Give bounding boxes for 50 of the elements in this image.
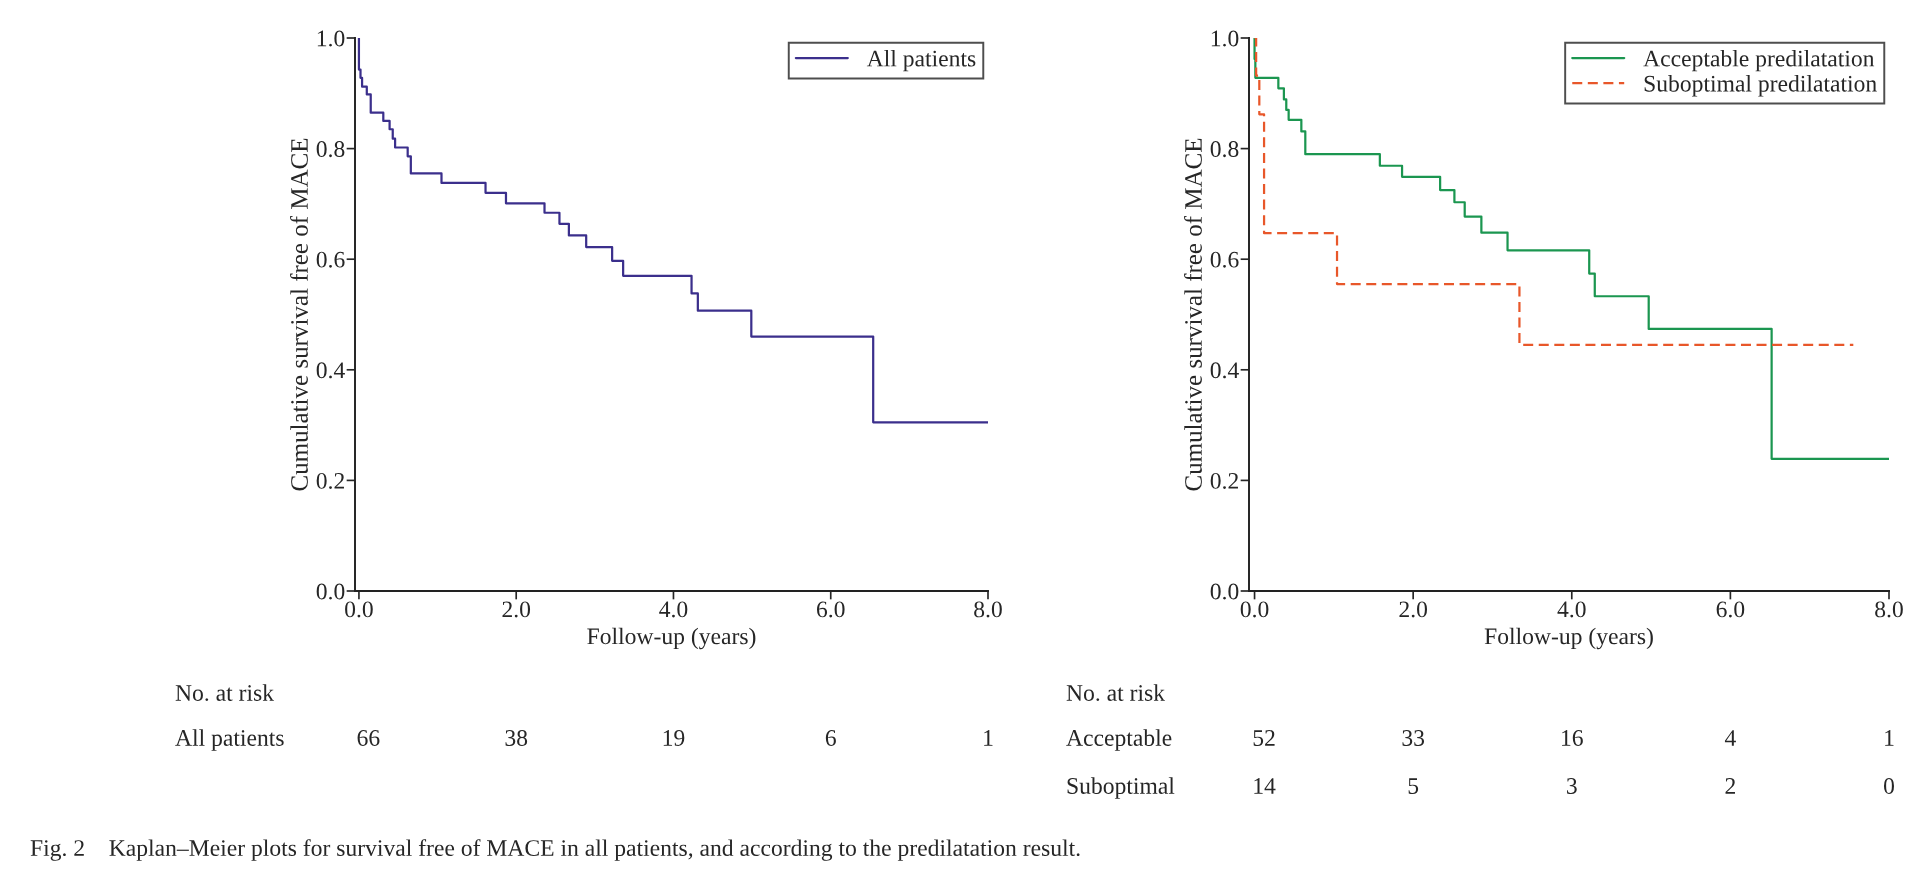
text: 66 [357,730,380,746]
text: 3 [1567,778,1577,794]
text: Acceptable [1066,729,1172,751]
text: 14 [1254,778,1276,794]
y-tick-label: 0.6 [1210,251,1239,268]
y-tick-label: 0.0 [1210,583,1239,600]
x-tick-label: 6.0 [1716,601,1745,618]
x-tick-label: 0.0 [345,601,373,618]
text: 52 [1253,730,1275,746]
text: No. at risk [1066,684,1166,702]
y-axis-title: Cumulative survival free of MACE [1184,138,1202,491]
y-tick-label: 0.2 [1210,472,1238,489]
y-axis-title: Cumulative survival free of MACE [290,138,308,491]
x-tick-label: 0.0 [1240,601,1269,618]
text: All patients [175,729,284,751]
text: 33 [1402,730,1425,746]
text: 38 [505,729,528,746]
legend-label: Suboptimal predilatation [1644,75,1877,97]
x-tick-label: 8.0 [974,601,1002,618]
x-tick-label: 4.0 [1557,601,1586,618]
y-tick-label: 0.6 [316,251,345,268]
x-tick-label: 6.0 [816,601,845,618]
text: Suboptimal [1067,777,1175,799]
caption: Fig. 2 Kaplan–Meier plots for survival free of MACE in all patients, and according to the predilatation result. [30,839,1080,861]
y-tick-label: 1.0 [1211,30,1239,47]
x-tick-label: 8.0 [1875,601,1903,618]
text: 19 [663,730,685,746]
text: 2 [1725,778,1735,794]
legend-label: All patients [866,49,976,72]
text: 16 [1562,730,1583,746]
text: 6 [825,730,836,746]
y-tick-label: 0.8 [1210,141,1239,158]
x-axis-title: Follow-up (years) [587,627,756,650]
text: No. at risk [175,684,275,702]
text: 5 [1408,778,1419,794]
text: 1 [984,730,993,746]
y-tick-label: 0.0 [316,583,345,600]
x-axis-title: Follow-up (years) [1484,627,1653,650]
y-tick-label: 0.2 [316,472,344,489]
y-tick-label: 0.8 [316,141,345,158]
y-tick-label: 0.4 [1210,362,1239,379]
x-tick-label: 2.0 [502,601,531,618]
y-tick-label: 0.4 [316,362,345,379]
text: 4 [1724,730,1736,746]
legend-label: Acceptable predilatation [1643,49,1875,72]
text: 0 [1884,777,1894,794]
x-tick-label: 4.0 [659,601,688,618]
text: 1 [1885,730,1894,746]
y-tick-label: 1.0 [317,30,345,47]
x-tick-label: 2.0 [1399,601,1428,618]
